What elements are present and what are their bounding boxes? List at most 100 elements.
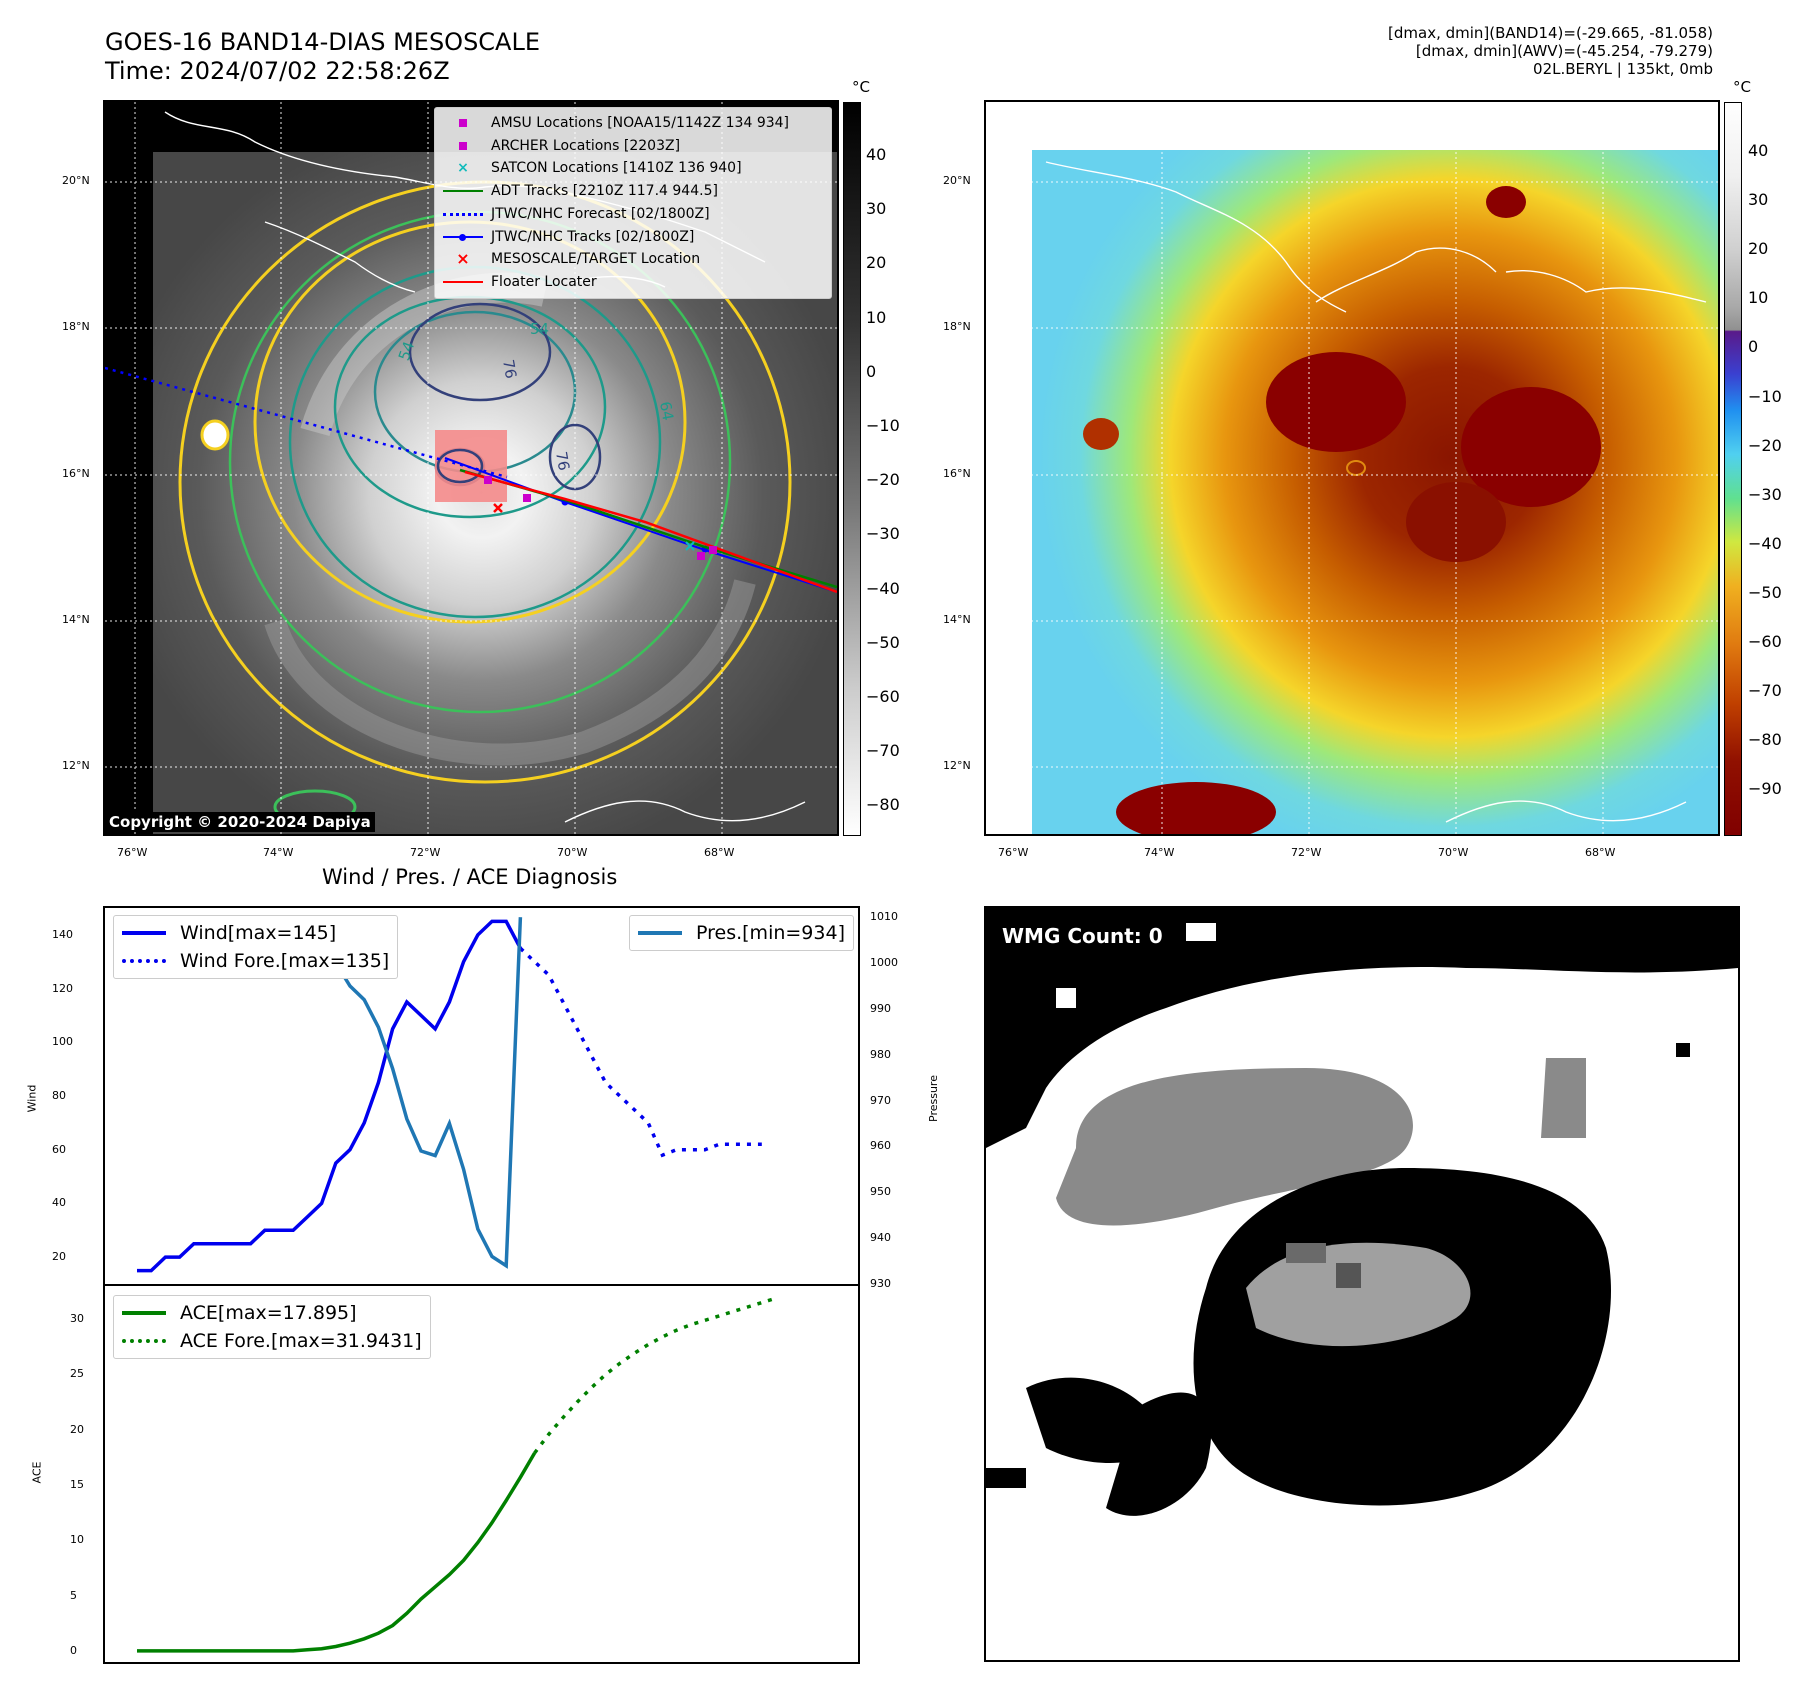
lon-label: 70°W — [557, 846, 588, 859]
ace-series-line — [137, 1452, 537, 1653]
legend-ace: ACE[max=17.895] — [122, 1299, 422, 1327]
map-legend: AMSU Locations [NOAA15/1142Z 134 934] AR… — [434, 107, 832, 299]
legend-item-floater: Floater Locater — [443, 271, 823, 294]
colorbar-tick-label: −90 — [1748, 779, 1782, 799]
wind-tick-label: 80 — [52, 1089, 66, 1102]
colorbar-tick-label: 20 — [866, 253, 887, 273]
lon-label: 76°W — [117, 846, 148, 859]
legend-label: ADT Tracks [2210Z 117.4 944.5] — [491, 183, 718, 200]
colorbar-tick-label: −30 — [866, 524, 900, 544]
lon-label: 74°W — [1144, 846, 1175, 859]
colorbar-tick-label: 40 — [866, 145, 887, 164]
colorbar-tick-label: 10 — [1748, 288, 1769, 308]
square-marker-icon — [459, 142, 467, 151]
legend-label: ACE Fore.[max=31.9431] — [180, 1330, 422, 1352]
legend-item-amsu: AMSU Locations [NOAA15/1142Z 134 934] — [443, 112, 823, 135]
lat-label: 20°N — [943, 174, 971, 187]
ace-plot — [103, 1284, 860, 1664]
storm-id: 02L.BERYL | 135kt, 0mb — [1533, 60, 1713, 78]
colorbar-tick-label: 0 — [866, 361, 877, 381]
color-colorbar — [1724, 102, 1742, 836]
colorbar-tick-label: 30 — [866, 199, 887, 219]
pressure-tick-label: 990 — [870, 1001, 891, 1015]
dias-color-map — [984, 100, 1720, 836]
pressure-tick-label: 960 — [870, 1139, 891, 1153]
colorbar-tick-label: 10 — [866, 307, 887, 327]
colorbar-tick-label: −20 — [1748, 435, 1782, 455]
colorbar-tick-label: −40 — [866, 578, 900, 598]
wind-tick-label: 40 — [52, 1196, 66, 1210]
dotted-line-icon — [122, 1339, 166, 1343]
lon-label: 68°W — [704, 846, 735, 859]
wind-tick-label: 140 — [52, 927, 73, 941]
colorbar-unit: °C — [1733, 78, 1751, 96]
ace-tick-label: 5 — [70, 1588, 77, 1602]
colorbar-tick-label: 20 — [1748, 239, 1769, 259]
line-icon — [443, 190, 483, 193]
colorbar-tick-label: −20 — [866, 470, 900, 490]
lat-label: 20°N — [62, 174, 90, 187]
lon-label: 76°W — [998, 846, 1029, 859]
wmg-panel: WMG Count: 0 — [984, 906, 1740, 1662]
colorbar-tick-label: −40 — [1748, 533, 1782, 553]
wind-legend: Wind[max=145] Wind Fore.[max=135] — [113, 915, 399, 979]
colorbar-tick-label: −80 — [866, 795, 900, 815]
wmg-count-label: WMG Count: 0 — [1002, 924, 1163, 948]
x-marker-icon: × — [457, 160, 469, 177]
pressure-tick-label: 980 — [870, 1047, 891, 1061]
ace-tick-label: 30 — [70, 1312, 84, 1326]
colorbar-tick-label: 0 — [1748, 337, 1759, 357]
copyright-label: Copyright © 2020-2024 Dapiya — [105, 812, 375, 832]
legend-label: Wind[max=145] — [180, 922, 337, 944]
lat-label: 18°N — [62, 320, 90, 333]
colorbar-tick-label: −70 — [1748, 681, 1782, 701]
legend-pressure: Pres.[min=934] — [638, 919, 845, 947]
ace-tick-label: 0 — [70, 1643, 77, 1657]
contour-label: 54 — [530, 320, 550, 338]
lat-label: 12°N — [943, 759, 971, 772]
wmg-image — [986, 908, 1738, 1516]
contour-label: 76 — [499, 358, 521, 380]
line-icon — [443, 281, 483, 284]
dias-color-image — [986, 102, 1718, 834]
lat-label: 14°N — [62, 613, 90, 626]
legend-wind-forecast: Wind Fore.[max=135] — [122, 947, 389, 975]
dotted-line-icon — [122, 959, 166, 963]
legend-label: MESOSCALE/TARGET Location — [491, 251, 701, 268]
pressure-legend: Pres.[min=934] — [629, 915, 854, 951]
legend-ace-forecast: ACE Fore.[max=31.9431] — [122, 1327, 422, 1355]
lat-label: 14°N — [943, 613, 971, 626]
line-icon — [122, 1311, 166, 1315]
grayscale-colorbar — [843, 102, 861, 836]
legend-label: Floater Locater — [491, 273, 597, 290]
legend-item-archer: ARCHER Locations [2203Z] — [443, 135, 823, 158]
lat-label: 16°N — [62, 467, 90, 480]
colorbar-tick-label: −10 — [1748, 386, 1782, 406]
line-icon — [638, 931, 682, 935]
pressure-tick-label: 930 — [870, 1277, 891, 1290]
ace-forecast-line — [533, 1296, 777, 1455]
ace-tick-label: 15 — [70, 1478, 84, 1492]
legend-item-target: × MESOSCALE/TARGET Location — [443, 248, 823, 271]
lat-label: 12°N — [62, 759, 90, 772]
pressure-tick-label: 970 — [870, 1093, 891, 1107]
pressure-tick-label: 950 — [870, 1185, 891, 1199]
contour-label: 64 — [656, 400, 678, 422]
legend-item-forecast: JTWC/NHC Forecast [02/1800Z] — [443, 203, 823, 226]
legend-label: AMSU Locations [NOAA15/1142Z 134 934] — [491, 115, 790, 131]
colorbar-tick-label: 30 — [1748, 190, 1769, 210]
figure-title: GOES-16 BAND14-DIAS MESOSCALE Time: 2024… — [105, 28, 540, 86]
legend-label: ARCHER Locations [2203Z] — [491, 137, 681, 154]
wind-series-line — [137, 919, 522, 1273]
colorbar-tick-label: −70 — [866, 741, 900, 761]
lon-label: 70°W — [1438, 846, 1469, 859]
colorbar-tick-label: −60 — [1748, 632, 1782, 651]
x-marker-icon: × — [456, 249, 470, 269]
line-icon — [122, 931, 166, 935]
dmax-band14: [dmax, dmin](BAND14)=(-29.665, -81.058) — [1388, 24, 1713, 42]
wind-tick-label: 120 — [52, 981, 73, 995]
ace-tick-label: 10 — [70, 1533, 84, 1547]
title-time: Time: 2024/07/02 22:58:26Z — [105, 57, 450, 85]
legend-label: SATCON Locations [1410Z 136 940] — [491, 160, 742, 177]
pressure-axis-label: Pressure — [926, 1075, 940, 1122]
